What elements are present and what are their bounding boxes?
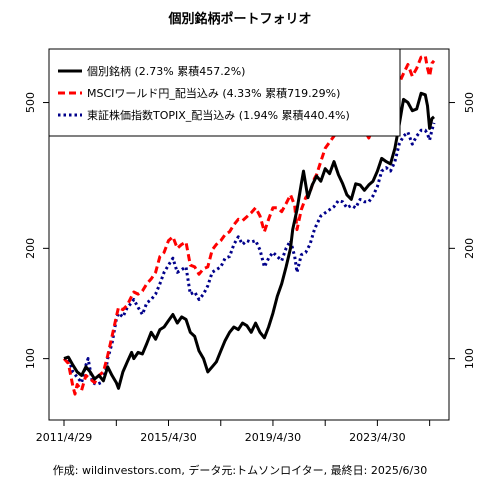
legend: 個別銘柄 (2.73% 累積457.2%) MSCIワールド円_配当込み (4.3… xyxy=(48,48,401,137)
series-line-0 xyxy=(63,91,435,390)
chart-title: 個別銘柄ポートフォリオ xyxy=(167,11,311,27)
x-tick-label: 2011/4/29 xyxy=(36,431,92,444)
legend-label-2: 東証株価指数TOPIX_配当込み (1.94% 累積440.4%) xyxy=(87,108,350,122)
y-tick-label-left: 500 xyxy=(24,92,37,113)
y-tick-label-right: 100 xyxy=(463,348,476,369)
y-tick-label-right: 200 xyxy=(463,238,476,259)
y-tick-label-left: 100 xyxy=(24,348,37,369)
legend-label-1: MSCIワールド円_配当込み (4.33% 累積719.29%) xyxy=(87,86,340,100)
x-tick-label: 2019/4/30 xyxy=(245,431,301,444)
axes: 2011/4/29 2015/4/30 2019/4/30 2023/4/30 100 1… xyxy=(24,92,476,444)
legend-label-0: 個別銘柄 (2.73% 累積457.2%) xyxy=(87,64,245,78)
x-tick-label: 2023/4/30 xyxy=(349,431,405,444)
series-line-2 xyxy=(64,122,436,386)
x-tick-label: 2015/4/30 xyxy=(140,431,196,444)
y-tick-label-right: 500 xyxy=(463,92,476,113)
y-tick-label-left: 200 xyxy=(24,238,37,259)
legend-box xyxy=(48,48,401,137)
chart-footer: 作成: wildinvestors.com, データ元:トムソンロイター, 最終… xyxy=(53,463,427,477)
